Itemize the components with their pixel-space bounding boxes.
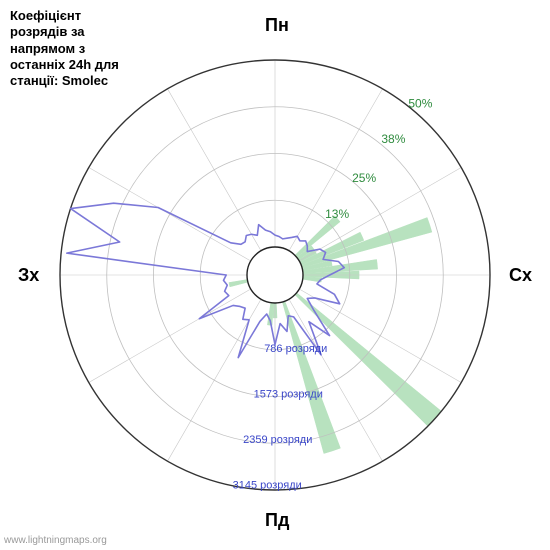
cardinal-west: Зх — [18, 265, 39, 286]
cardinal-south: Пд — [265, 510, 289, 531]
svg-text:13%: 13% — [325, 207, 349, 221]
svg-text:3145 розряди: 3145 розряди — [233, 479, 302, 491]
svg-text:786 розряди: 786 розряди — [264, 343, 327, 355]
polar-chart-container: Коефіцієнт розрядів за напрямом з останн… — [0, 0, 550, 550]
svg-text:1573 розряди: 1573 розряди — [254, 388, 323, 400]
footer-credit: www.lightningmaps.org — [4, 535, 107, 546]
cardinal-east: Сх — [509, 265, 532, 286]
svg-text:38%: 38% — [381, 132, 405, 146]
polar-chart-svg: 50% 38% 25% 13% 786 розряди 1573 розряди 2359 … — [0, 0, 550, 550]
svg-text:25%: 25% — [352, 171, 376, 185]
svg-text:50%: 50% — [408, 96, 432, 110]
svg-text:2359 розряди: 2359 розряди — [243, 434, 312, 446]
cardinal-north: Пн — [265, 15, 289, 36]
